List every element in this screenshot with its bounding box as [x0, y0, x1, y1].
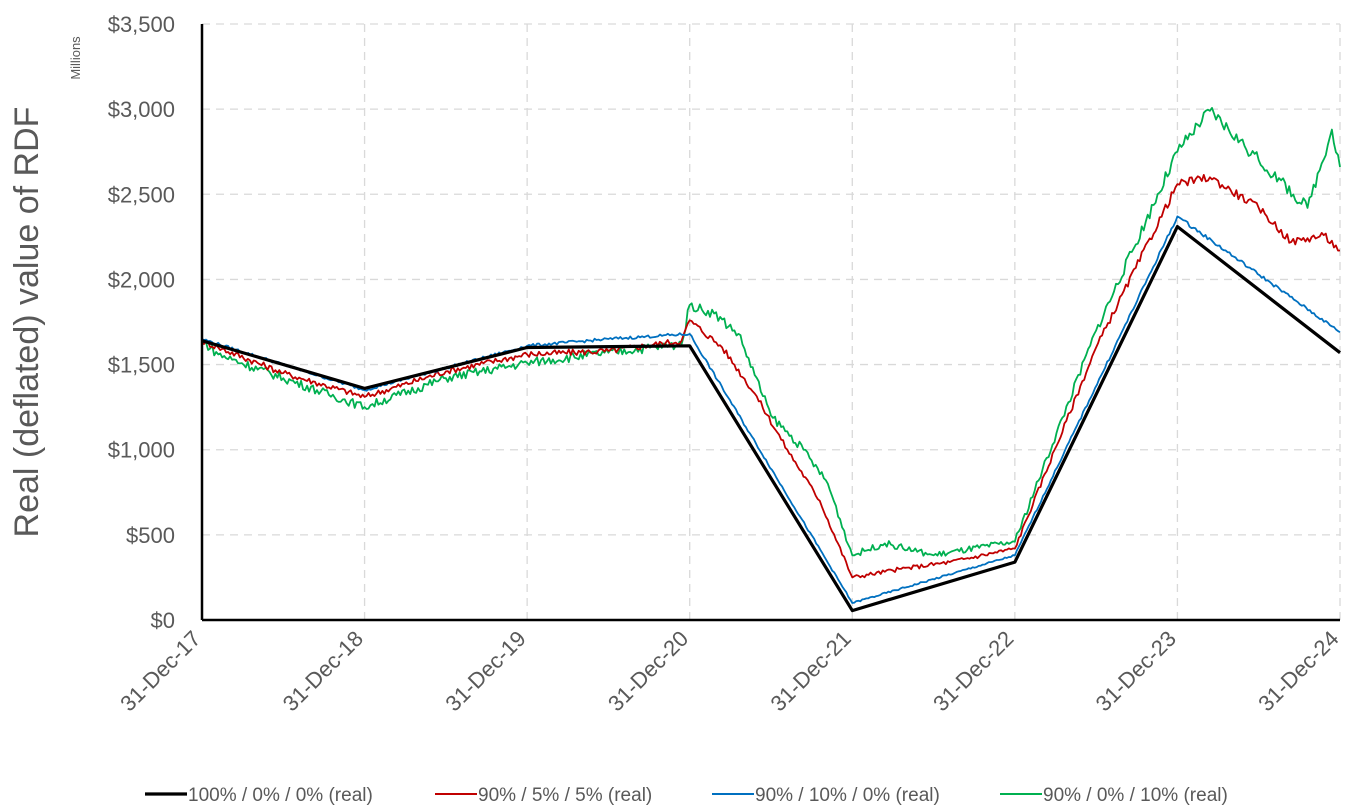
x-tick-label: 31-Dec-18 [278, 626, 368, 716]
y-tick-label: $500 [126, 523, 175, 548]
y-tick-label: $1,000 [108, 438, 175, 463]
legend-label: 90% / 0% / 10% (real) [1043, 785, 1228, 806]
y-axis-title: Real (deflated) value of RDF [8, 107, 46, 538]
y-tick-label: $3,500 [108, 12, 175, 37]
series-line [201, 225, 1341, 613]
x-tick-label: 31-Dec-24 [1253, 626, 1343, 716]
legend-label: 90% / 5% / 5% (real) [478, 785, 652, 806]
y-tick-labels: $0 $500 $1,000 $1,500 $2,000 $2,500 $3,000 $3,5… [108, 12, 175, 633]
y-axis-unit-label: Millions [68, 36, 83, 80]
legend-label: 90% / 10% / 0% (real) [755, 785, 940, 806]
x-tick-label: 31-Dec-17 [115, 626, 205, 716]
legend: 100% / 0% / 0% (real) 90% / 5% / 5% (real… [145, 785, 1228, 806]
y-tick-label: $2,500 [108, 182, 175, 207]
legend-label: 100% / 0% / 0% (real) [188, 785, 373, 806]
grid-layer [202, 23, 1341, 620]
series-line [201, 173, 1341, 579]
x-tick-label: 31-Dec-20 [603, 626, 693, 716]
y-tick-label: $1,500 [108, 353, 175, 378]
series-line [201, 107, 1341, 557]
y-tick-label: $2,000 [108, 267, 175, 292]
x-tick-label: 31-Dec-23 [1091, 626, 1181, 716]
y-tick-label: $0 [151, 608, 175, 633]
x-tick-labels: 31-Dec-17 31-Dec-18 31-Dec-19 31-Dec-20 31-D… [115, 626, 1343, 716]
x-tick-label: 31-Dec-22 [928, 626, 1018, 716]
series-layer [201, 107, 1341, 613]
y-tick-label: $3,000 [108, 97, 175, 122]
series-line [201, 215, 1341, 604]
axes-layer [200, 24, 1340, 622]
x-tick-label: 31-Dec-21 [766, 626, 856, 716]
x-tick-label: 31-Dec-19 [440, 626, 530, 716]
